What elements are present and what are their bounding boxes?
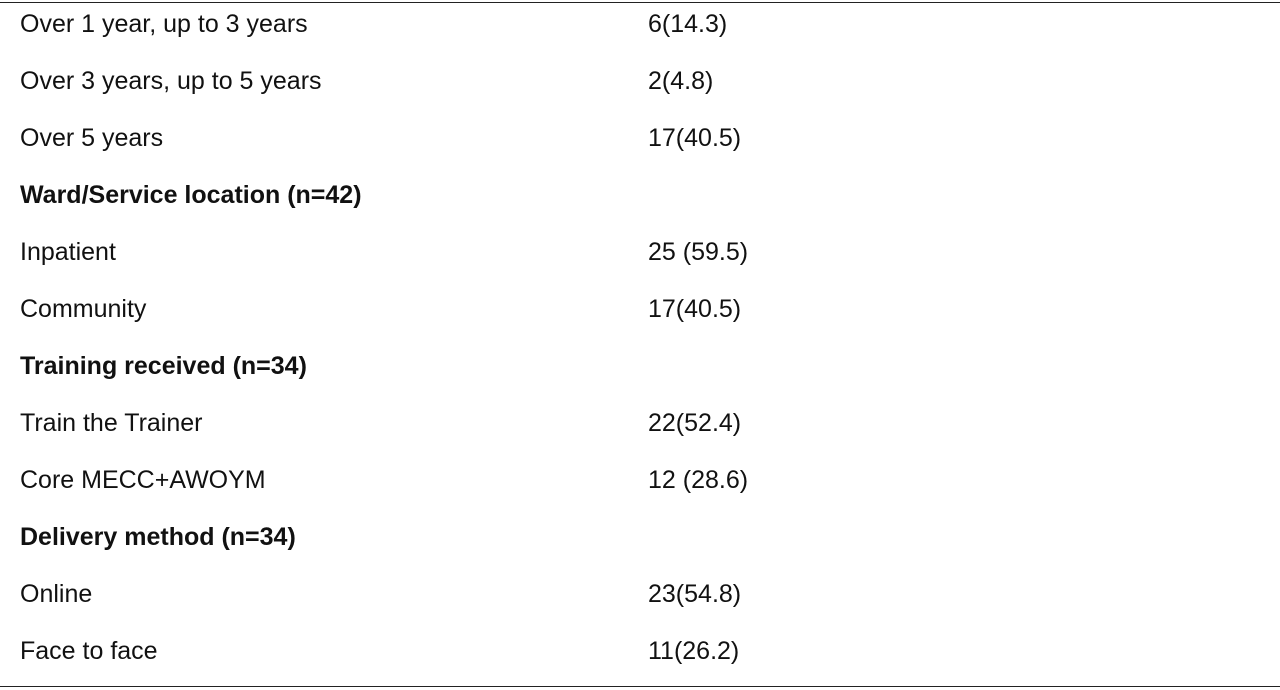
row-label: Over 1 year, up to 3 years bbox=[20, 10, 308, 38]
row-value: 11(26.2) bbox=[648, 637, 740, 665]
section-heading: Training received (n=34) bbox=[20, 352, 307, 380]
section-heading: Ward/Service location (n=42) bbox=[20, 181, 362, 209]
section-heading: Delivery method (n=34) bbox=[20, 523, 296, 551]
row-value: 25 (59.5) bbox=[648, 238, 749, 266]
row-value: 2(4.8) bbox=[648, 67, 714, 95]
row-label: Online bbox=[20, 580, 93, 608]
row-label: Core MECC+AWOYM bbox=[20, 466, 266, 494]
row-label: Train the Trainer bbox=[20, 409, 203, 437]
row-label: Inpatient bbox=[20, 238, 116, 266]
row-value: 17(40.5) bbox=[648, 124, 742, 152]
row-label: Over 3 years, up to 5 years bbox=[20, 67, 322, 95]
row-value: 17(40.5) bbox=[648, 295, 742, 323]
row-label: Over 5 years bbox=[20, 124, 164, 152]
bottom-rule bbox=[0, 686, 1280, 687]
row-label: Face to face bbox=[20, 637, 158, 665]
row-value: 12 (28.6) bbox=[648, 466, 749, 494]
row-value: 23(54.8) bbox=[648, 580, 742, 608]
top-rule bbox=[0, 2, 1280, 3]
row-value: 22(52.4) bbox=[648, 409, 742, 437]
row-value: 6(14.3) bbox=[648, 10, 728, 38]
row-label: Community bbox=[20, 295, 147, 323]
